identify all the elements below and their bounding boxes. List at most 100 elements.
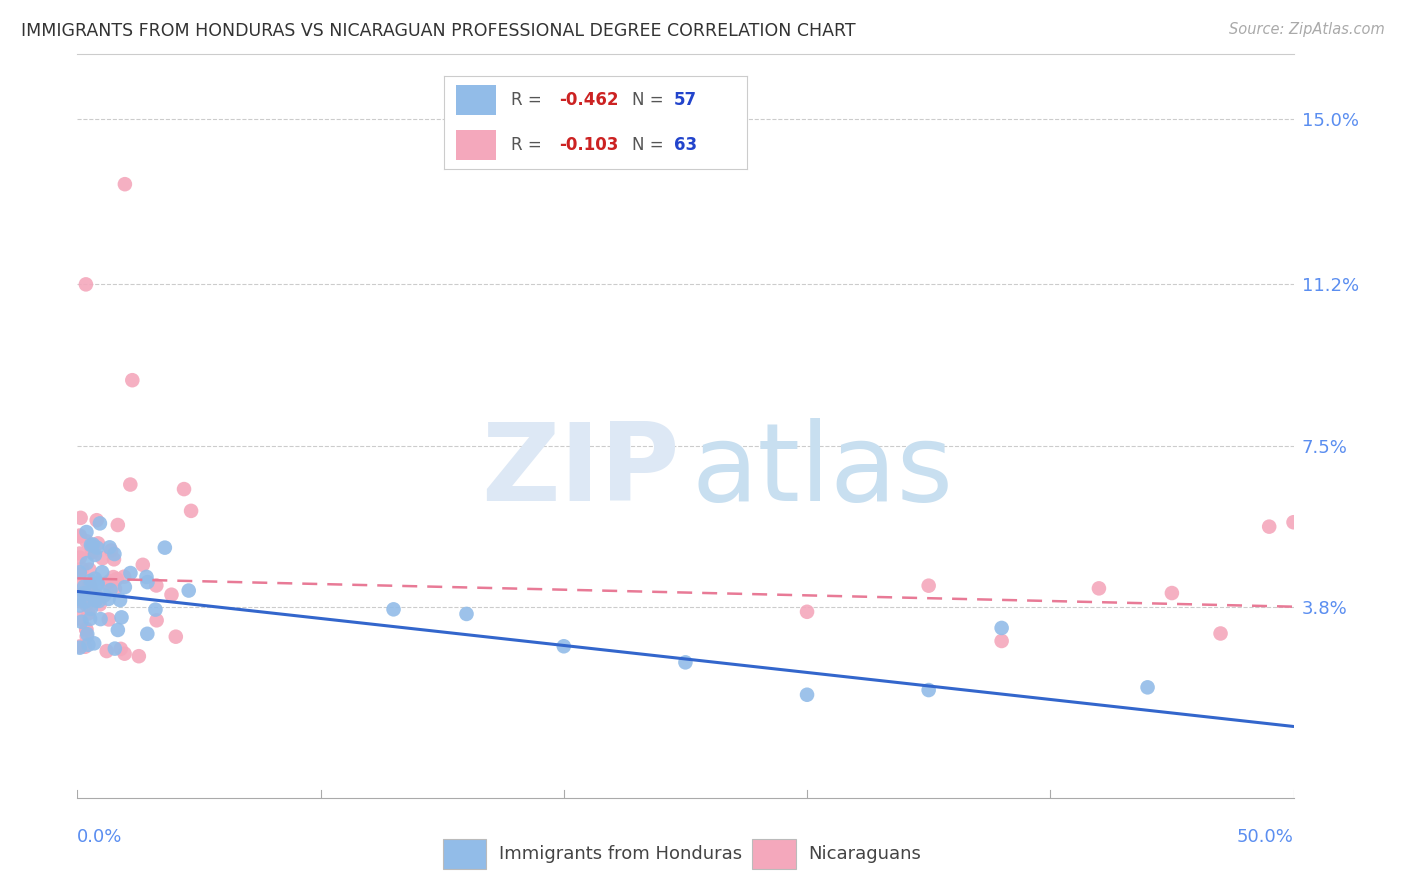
Point xyxy=(104,582,127,596)
Text: -0.103: -0.103 xyxy=(560,136,619,154)
Point xyxy=(89,516,111,531)
Point xyxy=(990,634,1012,648)
Point xyxy=(69,529,91,543)
Point xyxy=(79,612,101,626)
Point xyxy=(114,177,136,191)
Point xyxy=(103,552,125,566)
Point xyxy=(1258,519,1281,533)
Point xyxy=(75,524,97,539)
Point xyxy=(91,551,114,566)
Point xyxy=(145,578,167,592)
Point xyxy=(69,640,91,654)
Point xyxy=(91,565,114,579)
Text: Immigrants from Honduras: Immigrants from Honduras xyxy=(499,845,742,863)
Point xyxy=(82,537,104,551)
Point xyxy=(132,558,155,572)
Point xyxy=(100,543,122,558)
Point xyxy=(165,630,187,644)
Point xyxy=(121,373,143,387)
Point xyxy=(104,641,127,656)
Point xyxy=(76,534,98,549)
Point xyxy=(93,589,115,603)
Point xyxy=(136,627,159,641)
Point xyxy=(382,602,405,616)
Point xyxy=(120,566,142,580)
Point xyxy=(76,630,98,644)
Point xyxy=(675,656,697,670)
Point xyxy=(1282,515,1305,529)
Point xyxy=(80,588,103,602)
Point xyxy=(100,582,122,597)
Point xyxy=(97,591,120,606)
Point xyxy=(73,595,96,609)
Point xyxy=(918,683,941,698)
Point xyxy=(86,541,108,555)
Text: N =: N = xyxy=(631,91,669,109)
Point xyxy=(90,612,112,626)
Point xyxy=(1161,586,1184,600)
Point xyxy=(70,562,93,576)
Point xyxy=(86,513,108,527)
Text: atlas: atlas xyxy=(692,417,953,524)
Point xyxy=(75,598,97,612)
Text: IMMIGRANTS FROM HONDURAS VS NICARAGUAN PROFESSIONAL DEGREE CORRELATION CHART: IMMIGRANTS FROM HONDURAS VS NICARAGUAN P… xyxy=(21,22,856,40)
Bar xyxy=(443,839,486,869)
Point xyxy=(120,477,142,491)
Point xyxy=(173,482,195,496)
Text: 63: 63 xyxy=(673,136,697,154)
Point xyxy=(160,588,183,602)
Point xyxy=(69,599,91,613)
Text: R =: R = xyxy=(510,91,547,109)
Point xyxy=(80,581,103,595)
Point xyxy=(79,563,101,577)
Point xyxy=(153,541,176,555)
Point xyxy=(76,582,98,597)
Point xyxy=(177,583,200,598)
Point xyxy=(135,570,157,584)
Point xyxy=(83,548,105,562)
Text: ZIP: ZIP xyxy=(481,417,679,524)
Point xyxy=(1209,626,1232,640)
Bar xyxy=(752,839,796,869)
Point xyxy=(796,605,818,619)
Point xyxy=(73,580,96,594)
Point xyxy=(86,589,108,603)
Point xyxy=(110,610,132,624)
Point xyxy=(75,622,97,636)
Point xyxy=(84,572,107,586)
Point xyxy=(84,591,107,605)
Point xyxy=(69,550,91,565)
Point xyxy=(69,511,91,525)
Point xyxy=(76,627,98,641)
Point xyxy=(112,569,135,583)
Point xyxy=(1136,681,1159,695)
Point xyxy=(98,574,121,589)
Point xyxy=(75,623,97,637)
Point xyxy=(80,545,103,559)
Bar xyxy=(457,85,496,115)
Point xyxy=(86,577,108,591)
Point xyxy=(108,593,131,607)
Point xyxy=(70,615,93,629)
Point xyxy=(103,570,125,584)
Point xyxy=(75,277,97,292)
Point xyxy=(1088,582,1111,596)
Point xyxy=(69,592,91,607)
Point xyxy=(114,580,136,594)
Text: 57: 57 xyxy=(673,91,697,109)
Point xyxy=(128,649,150,664)
Point xyxy=(97,612,120,626)
Point xyxy=(77,607,100,621)
Point xyxy=(84,593,107,607)
Point xyxy=(77,638,100,652)
Point xyxy=(456,607,478,621)
Point xyxy=(80,602,103,616)
Point xyxy=(69,594,91,608)
Point xyxy=(180,504,202,518)
Point xyxy=(990,621,1012,635)
Point xyxy=(69,528,91,542)
Point xyxy=(107,518,129,533)
Point xyxy=(145,602,167,616)
Text: -0.462: -0.462 xyxy=(560,91,619,109)
Point xyxy=(89,598,111,612)
